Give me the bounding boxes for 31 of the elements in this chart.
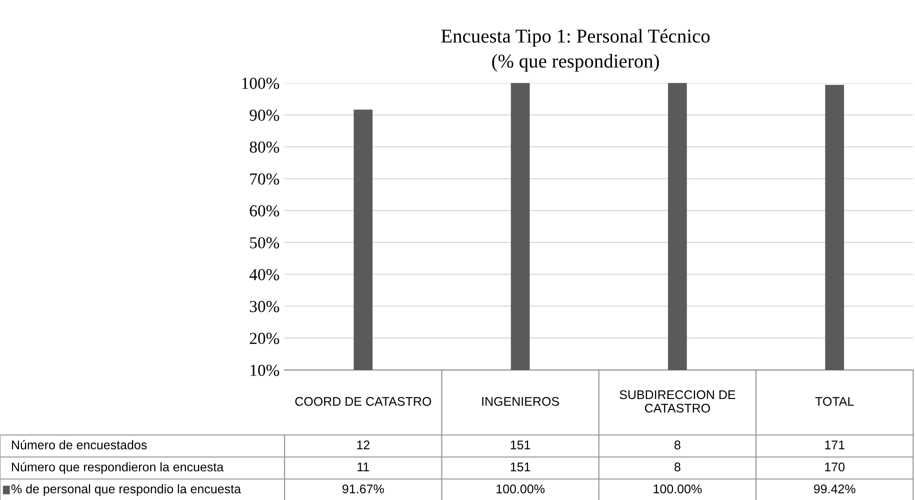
y-tick-label: 50% [250,237,280,248]
text: 12 [357,440,370,450]
y-tick-label: 10% [250,364,280,376]
text: 8 [674,440,680,450]
y-tick-label: 80% [250,141,280,153]
chart-subtitle: (% que respondieron) [492,54,659,72]
y-tick-label: 60% [250,205,280,217]
chart-title: Encuesta Tipo 1: Personal Técnico [441,28,710,47]
y-tick-label: 100% [242,78,280,89]
y-tick-label: 90% [250,110,280,121]
legend-label: % de personal que respondio la encuesta [11,484,241,496]
y-tick-label: 20% [250,332,280,344]
text: 11 [358,462,370,472]
text: Número que respondieron la encuesta [12,462,224,474]
text: 151 [510,440,530,450]
data-label: 100.00% [496,484,545,494]
text: 151 [510,462,530,472]
text: 8 [674,462,680,472]
x-tick-label: INGENIEROS [482,397,559,406]
x-tick-label: SUBDIRECCION DE CATASTRO [620,390,736,413]
text: 170 [825,462,845,472]
x-tick-label: TOTAL [815,397,854,406]
x-tick-label: COORD DE CATASTRO [295,397,432,406]
y-tick-label: 30% [250,300,280,312]
y-tick-label: 70% [250,173,280,185]
data-label: 100.00% [654,484,702,494]
data-label: 91.67% [342,484,384,494]
text: Número de encuestados [12,440,147,450]
text: 171 [825,440,844,450]
data-label: 99.42% [814,484,856,494]
y-tick-label: 40% [249,269,280,280]
